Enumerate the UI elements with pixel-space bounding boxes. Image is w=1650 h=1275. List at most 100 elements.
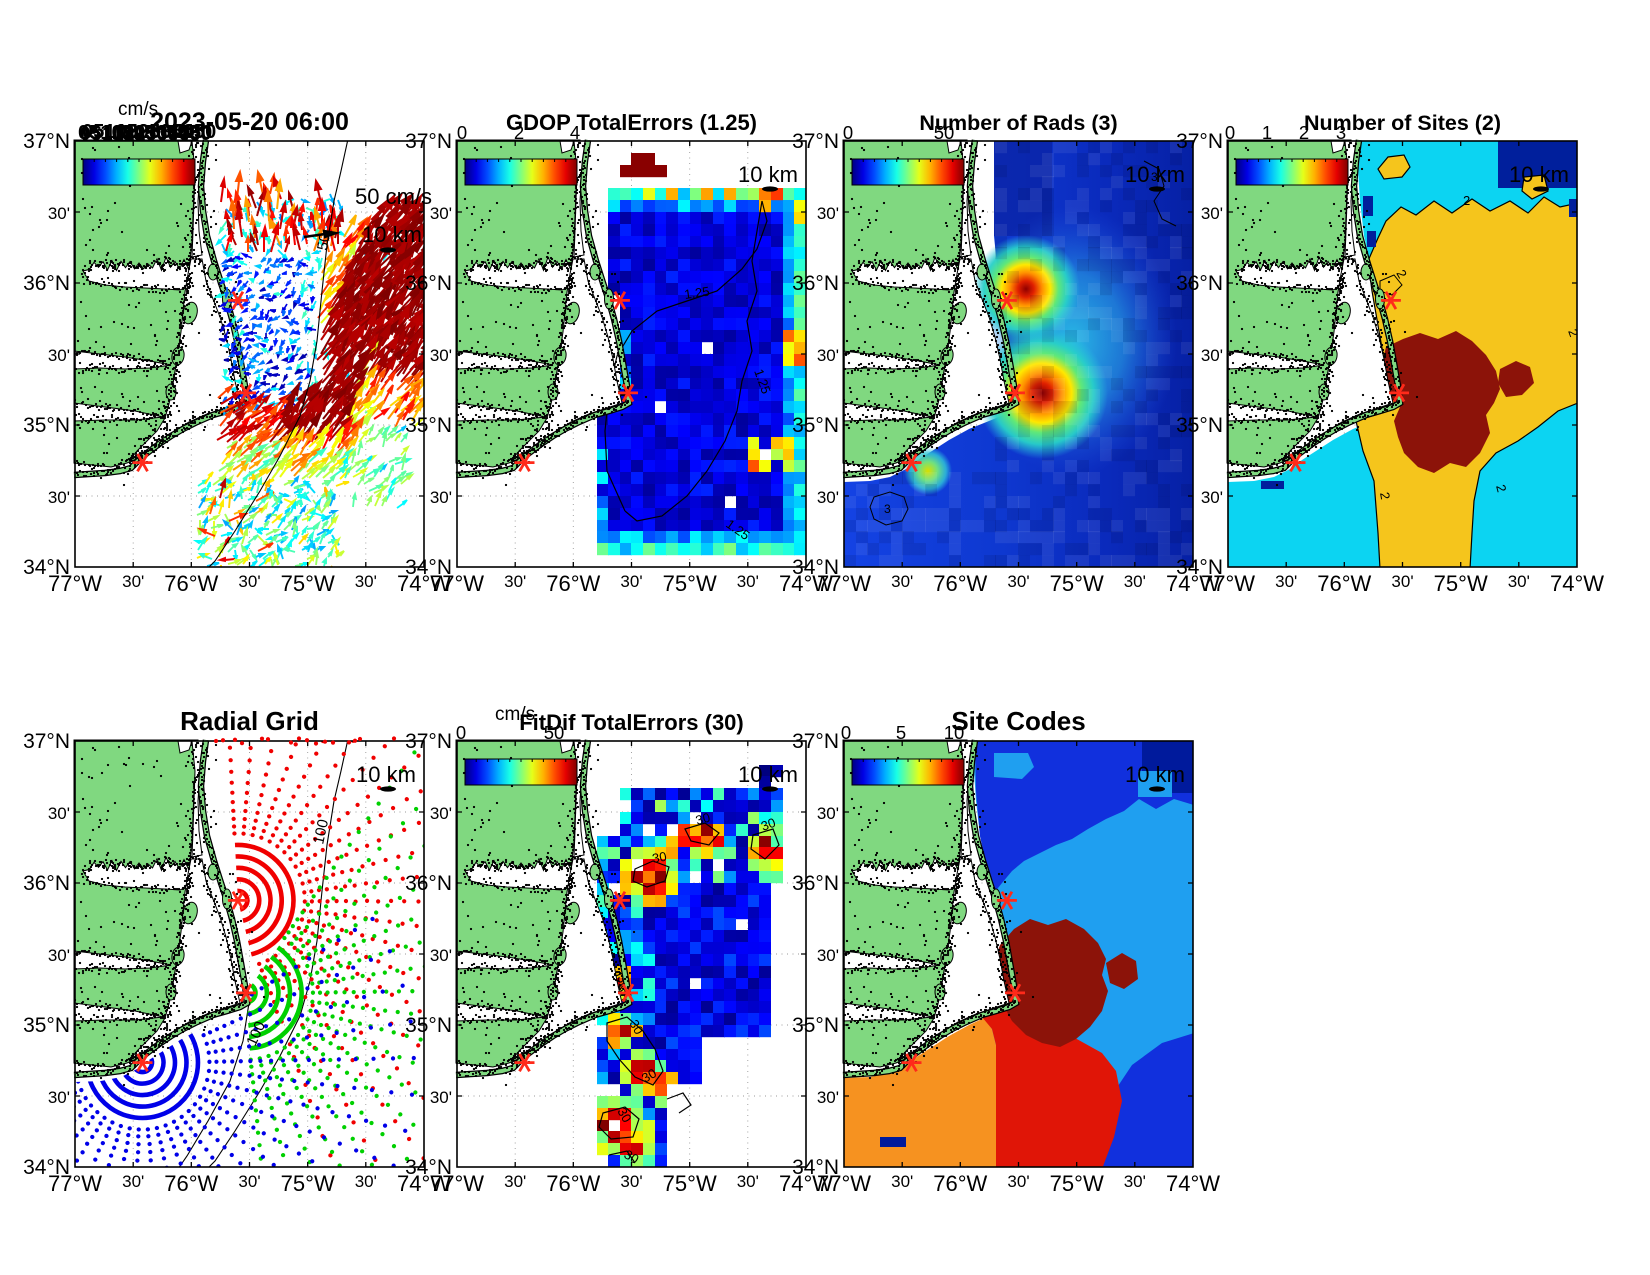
svg-text:5: 5 [91, 124, 102, 145]
svg-text:30': 30' [48, 488, 70, 507]
svg-text:10: 10 [104, 121, 126, 143]
svg-text:30: 30 [759, 815, 778, 834]
svg-text:30': 30' [504, 1172, 526, 1191]
svg-text:0: 0 [456, 722, 466, 743]
svg-text:40: 40 [172, 121, 194, 143]
svg-text:30: 30 [651, 849, 668, 866]
svg-text:35: 35 [157, 124, 179, 145]
svg-text:30': 30' [1124, 1172, 1146, 1191]
svg-text:10: 10 [102, 124, 123, 145]
svg-text:30': 30' [891, 1172, 913, 1191]
svg-text:30': 30' [1275, 572, 1297, 591]
svg-text:74°W: 74°W [397, 1171, 451, 1196]
svg-text:77°W: 77°W [1201, 571, 1255, 596]
svg-text:30: 30 [694, 810, 712, 828]
svg-text:45: 45 [179, 124, 201, 145]
svg-text:4: 4 [570, 122, 580, 143]
svg-text:76°W: 76°W [164, 571, 218, 596]
svg-text:0: 0 [1225, 122, 1235, 143]
svg-text:30': 30' [430, 804, 452, 823]
svg-text:10: 10 [944, 722, 965, 743]
svg-text:75°W: 75°W [281, 571, 335, 596]
svg-text:30': 30' [122, 572, 144, 591]
svg-text:30': 30' [355, 1172, 377, 1191]
svg-text:30': 30' [48, 346, 70, 365]
svg-text:1: 1 [1262, 122, 1272, 143]
svg-text:100: 100 [310, 818, 332, 846]
svg-text:30': 30' [817, 1088, 839, 1107]
svg-text:10 km: 10 km [362, 222, 422, 247]
svg-text:76°W: 76°W [164, 1171, 218, 1196]
svg-text:30': 30' [817, 488, 839, 507]
svg-text:20: 20 [123, 122, 145, 144]
svg-text:0: 0 [82, 121, 93, 143]
svg-text:15: 15 [116, 121, 138, 143]
svg-text:77°W: 77°W [48, 1171, 102, 1196]
svg-text:30': 30' [1007, 572, 1029, 591]
svg-text:50: 50 [190, 122, 212, 144]
svg-text:0: 0 [841, 722, 851, 743]
svg-text:45: 45 [183, 121, 205, 143]
svg-text:2: 2 [514, 122, 524, 143]
svg-text:37°N: 37°N [23, 130, 70, 153]
svg-text:30': 30' [737, 1172, 759, 1191]
svg-text:77°W: 77°W [817, 1171, 871, 1196]
svg-text:30': 30' [430, 204, 452, 223]
svg-text:30': 30' [355, 572, 377, 591]
svg-text:37°N: 37°N [792, 730, 839, 753]
svg-text:50: 50 [314, 232, 334, 251]
svg-text:36°N: 36°N [23, 872, 70, 895]
svg-text:Radial Grid: Radial Grid [180, 706, 319, 736]
svg-text:2023-05-20 06:00: 2023-05-20 06:00 [150, 108, 349, 136]
svg-text:30: 30 [146, 124, 167, 145]
svg-text:35°N: 35°N [405, 414, 452, 437]
svg-text:0: 0 [843, 122, 853, 143]
svg-text:35°N: 35°N [1176, 414, 1223, 437]
svg-text:74°W: 74°W [1166, 1171, 1220, 1196]
svg-text:3: 3 [884, 502, 891, 516]
svg-text:37°N: 37°N [405, 730, 452, 753]
svg-text:30': 30' [620, 1172, 642, 1191]
svg-text:30': 30' [48, 1088, 70, 1107]
svg-text:30': 30' [817, 946, 839, 965]
svg-text:2: 2 [1565, 327, 1582, 339]
svg-text:34°N: 34°N [1176, 556, 1223, 579]
svg-text:30': 30' [1201, 346, 1223, 365]
svg-text:34°N: 34°N [23, 1156, 70, 1179]
svg-text:37°N: 37°N [405, 130, 452, 153]
svg-text:30': 30' [122, 1172, 144, 1191]
svg-text:30': 30' [891, 572, 913, 591]
svg-text:10 km: 10 km [738, 762, 798, 787]
svg-text:50: 50 [544, 722, 565, 743]
svg-text:40: 40 [168, 122, 190, 144]
svg-text:GDOP TotalErrors (1.25): GDOP TotalErrors (1.25) [506, 110, 757, 135]
svg-text:30': 30' [817, 804, 839, 823]
svg-text:20: 20 [127, 121, 149, 143]
svg-text:37°N: 37°N [792, 130, 839, 153]
svg-text:30': 30' [1007, 1172, 1029, 1191]
svg-text:35°N: 35°N [23, 1014, 70, 1037]
svg-text:35: 35 [160, 121, 182, 143]
svg-text:30': 30' [1201, 204, 1223, 223]
svg-text:FitDif TotalErrors (30): FitDif TotalErrors (30) [519, 710, 744, 735]
svg-text:30: 30 [614, 1105, 634, 1125]
svg-text:36°N: 36°N [405, 272, 452, 295]
svg-text:50: 50 [934, 122, 955, 143]
svg-text:3: 3 [1336, 122, 1346, 143]
svg-text:0: 0 [78, 122, 89, 144]
svg-text:50: 50 [190, 124, 211, 145]
svg-text:76°W: 76°W [546, 571, 600, 596]
svg-text:10 km: 10 km [1509, 162, 1569, 187]
svg-text:34°N: 34°N [792, 556, 839, 579]
svg-text:36°N: 36°N [1176, 272, 1223, 295]
svg-text:1.25: 1.25 [683, 284, 710, 302]
svg-text:75°W: 75°W [1434, 571, 1488, 596]
svg-text:30': 30' [1124, 572, 1146, 591]
svg-text:30': 30' [817, 346, 839, 365]
svg-text:76°W: 76°W [933, 1171, 987, 1196]
svg-text:30': 30' [737, 572, 759, 591]
svg-text:74°W: 74°W [779, 571, 833, 596]
svg-text:36°N: 36°N [792, 272, 839, 295]
svg-text:30: 30 [626, 1017, 646, 1037]
svg-text:10 km: 10 km [356, 762, 416, 787]
